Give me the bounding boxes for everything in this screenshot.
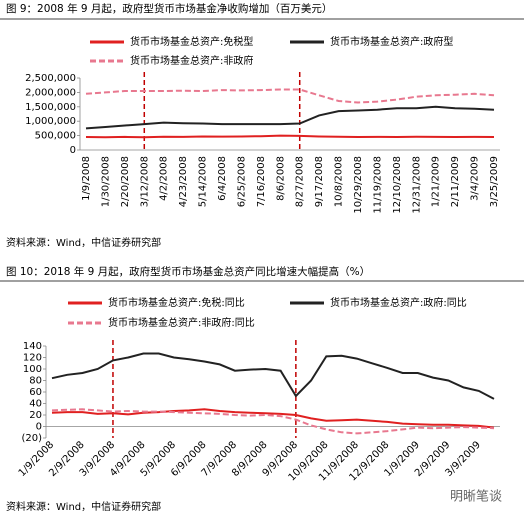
source-note: 资料来源：Wind，中信证券研究部 — [6, 236, 161, 249]
legend-label: 货币市场基金总资产:非政府:同比 — [108, 316, 255, 329]
y-tick-label: (20) — [21, 433, 42, 444]
series-line — [85, 88, 495, 104]
y-tick-label: 0 — [36, 422, 42, 433]
series-line — [51, 408, 495, 429]
x-tick-label: 3/12/2008 — [139, 156, 150, 207]
source-note: 资料来源：Wind，中信证券研究部 — [6, 500, 161, 513]
x-tick-label: 8/27/2008 — [295, 156, 306, 207]
y-tick-label: 80 — [29, 376, 42, 387]
legend-label: 货币市场基金总资产:免税型 — [130, 35, 253, 48]
x-tick-label: 1/21/2009 — [431, 156, 442, 207]
x-tick-label: 6/25/2008 — [236, 156, 247, 207]
series-line — [85, 105, 495, 130]
y-tick-label: 1,000,000 — [25, 116, 76, 127]
y-tick-label: 2,500,000 — [25, 73, 76, 84]
x-tick-label: 10/29/2008 — [353, 156, 364, 214]
x-tick-label: 11/19/2008 — [372, 156, 383, 214]
y-tick-label: 2,000,000 — [25, 87, 76, 98]
legend-label: 货币市场基金总资产:免税:同比 — [108, 296, 245, 309]
x-tick-label: 2/11/2009 — [450, 156, 461, 207]
x-tick-label: 7/16/2008 — [256, 156, 267, 207]
y-tick-label: 140 — [23, 341, 42, 352]
x-tick-label: 6/4/2008 — [217, 156, 228, 201]
legend-label: 货币市场基金总资产:政府:同比 — [330, 296, 467, 309]
y-tick-label: 120 — [23, 353, 42, 364]
y-tick-label: 20 — [29, 410, 42, 421]
x-tick-label: 9/17/2008 — [314, 156, 325, 207]
legend-label: 货币市场基金总资产:非政府 — [130, 54, 253, 67]
x-tick-label: 4/23/2008 — [178, 156, 189, 207]
x-tick-label: 3/4/2009 — [470, 156, 481, 201]
figure-caption: 图 9：2008 年 9 月起，政府型货币市场基金净收购增加（百万美元） — [6, 2, 332, 15]
x-tick-label: 12/31/2008 — [411, 156, 422, 214]
y-tick-label: 100 — [23, 364, 42, 375]
x-tick-label: 1/9/2008 — [81, 156, 92, 201]
series-line — [51, 352, 495, 400]
x-tick-label: 2/20/2008 — [120, 156, 131, 207]
y-tick-label: 40 — [29, 399, 42, 410]
x-tick-label: 1/30/2008 — [100, 156, 111, 207]
y-tick-label: 500,000 — [35, 131, 76, 142]
watermark: 明晰笔谈 — [450, 489, 502, 505]
x-tick-label: 12/10/2008 — [392, 156, 403, 214]
x-tick-label: 10/8/2008 — [334, 156, 345, 207]
y-tick-label: 0 — [70, 145, 76, 156]
series-line — [85, 134, 495, 139]
x-tick-label: 5/14/2008 — [198, 156, 209, 207]
x-tick-label: 3/25/2009 — [489, 156, 500, 207]
figure-caption: 图 10：2018 年 9 月起，政府型货币市场基金总资产同比增速大幅提高（%） — [6, 265, 370, 278]
y-tick-label: 60 — [29, 387, 42, 398]
y-tick-label: 1,500,000 — [25, 102, 76, 113]
legend-label: 货币市场基金总资产:政府型 — [330, 35, 453, 48]
x-tick-label: 8/6/2008 — [275, 156, 286, 201]
series-line — [51, 408, 495, 435]
x-tick-label: 4/2/2008 — [159, 156, 170, 201]
